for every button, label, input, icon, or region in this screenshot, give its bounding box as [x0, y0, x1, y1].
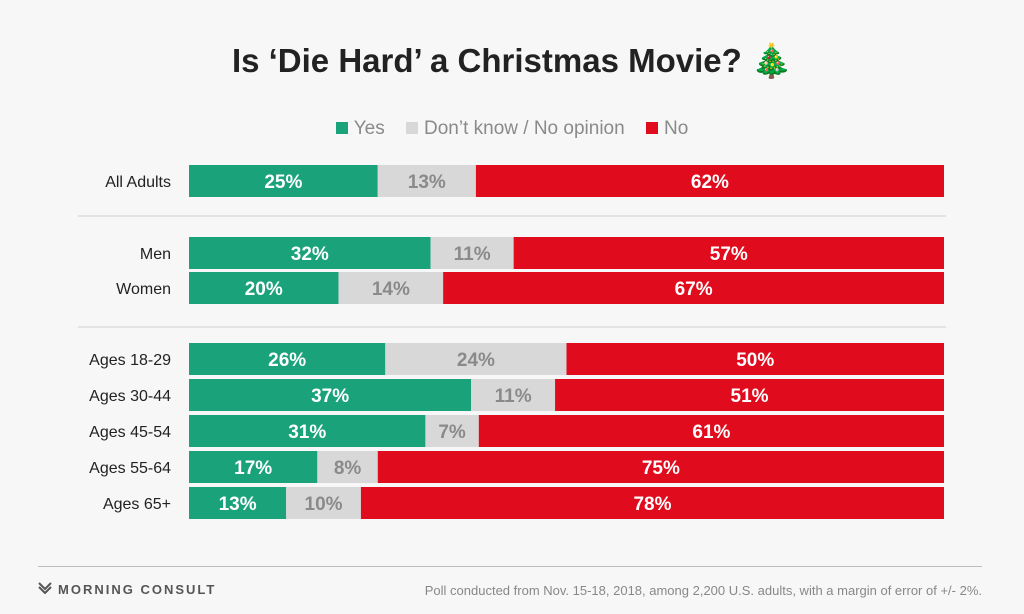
bar-yes-ages-30-44 [189, 379, 472, 411]
data-label-no-women: 67% [675, 279, 713, 300]
category-label-ages-30-44: Ages 30-44 [89, 388, 171, 405]
category-label-all-adults: All Adults [105, 174, 171, 191]
brand-name: MORNING CONSULT [58, 582, 217, 597]
legend-label-no: No [663, 118, 689, 139]
footer-divider [38, 566, 982, 567]
bar-yes-all-adults [189, 165, 378, 197]
data-label-no-men: 57% [710, 244, 748, 265]
data-label-yes-ages-30-44: 37% [311, 386, 349, 407]
bar-don-t-know-no-opinion-ages-65 [286, 487, 361, 519]
brand-logo: MORNING CONSULT [38, 582, 216, 597]
bar-yes-ages-65 [189, 487, 287, 519]
data-label-yes-ages-18-29: 26% [268, 350, 306, 371]
category-label-women: Women [116, 281, 171, 298]
category-label-ages-65: Ages 65+ [103, 496, 171, 513]
data-label-yes-ages-55-64: 17% [234, 458, 272, 479]
bar-no-all-adults [475, 165, 944, 197]
bar-no-ages-30-44 [555, 379, 944, 411]
bar-yes-men [189, 237, 431, 269]
data-label-don-t-know-no-opinion-women: 14% [372, 279, 410, 300]
bar-no-ages-65 [360, 487, 945, 519]
bar-don-t-know-no-opinion-ages-45-54 [425, 415, 479, 447]
category-label-ages-55-64: Ages 55-64 [89, 460, 171, 477]
category-label-men: Men [140, 246, 171, 263]
bar-don-t-know-no-opinion-ages-55-64 [317, 451, 378, 483]
data-label-don-t-know-no-opinion-ages-65: 10% [305, 494, 343, 515]
bar-no-women [443, 272, 944, 304]
legend-label-yes: Yes [353, 118, 385, 139]
bar-don-t-know-no-opinion-women [338, 272, 444, 304]
legend-swatch-yes [335, 122, 348, 134]
data-label-no-ages-55-64: 75% [642, 458, 680, 479]
data-label-no-ages-30-44: 51% [731, 386, 769, 407]
bar-no-ages-55-64 [377, 451, 944, 483]
data-label-no-ages-18-29: 50% [736, 350, 774, 371]
data-label-no-ages-45-54: 61% [692, 422, 730, 443]
data-label-don-t-know-no-opinion-ages-55-64: 8% [334, 458, 362, 479]
category-label-ages-45-54: Ages 45-54 [89, 424, 171, 441]
bar-yes-ages-45-54 [189, 415, 426, 447]
legend-item-yes: Yes [335, 118, 385, 140]
data-label-no-all-adults: 62% [691, 172, 729, 193]
data-label-yes-men: 32% [291, 244, 329, 265]
stacked-bar-chart: All Adults 25% 13% 62% Men 32% 11% 57% Women 20% 1… [78, 165, 946, 519]
data-label-no-ages-65: 78% [633, 494, 671, 515]
data-label-yes-all-adults: 25% [264, 172, 302, 193]
bar-yes-ages-18-29 [189, 343, 386, 375]
data-label-yes-ages-45-54: 31% [288, 422, 326, 443]
legend-item-dont-know: Don’t know / No opinion [406, 118, 625, 140]
legend-swatch-no [645, 122, 658, 134]
data-label-yes-women: 20% [245, 279, 283, 300]
bar-yes-ages-55-64 [189, 451, 318, 483]
legend-item-no: No [645, 118, 689, 140]
bar-don-t-know-no-opinion-ages-18-29 [385, 343, 567, 375]
morning-consult-logo-icon [38, 582, 52, 597]
chart-title: Is ‘Die Hard’ a Christmas Movie? 🎄 [231, 42, 793, 79]
bar-no-ages-45-54 [478, 415, 944, 447]
bar-don-t-know-no-opinion-ages-30-44 [471, 379, 556, 411]
bar-don-t-know-no-opinion-men [430, 237, 514, 269]
bar-don-t-know-no-opinion-all-adults [377, 165, 476, 197]
data-label-don-t-know-no-opinion-ages-45-54: 7% [438, 422, 466, 443]
legend-label-dont-know: Don’t know / No opinion [424, 118, 625, 139]
data-label-don-t-know-no-opinion-ages-18-29: 24% [457, 350, 495, 371]
bar-no-ages-18-29 [566, 343, 944, 375]
data-label-don-t-know-no-opinion-all-adults: 13% [408, 172, 446, 193]
bar-no-men [513, 237, 944, 269]
bar-yes-women [189, 272, 339, 304]
data-label-don-t-know-no-opinion-men: 11% [454, 244, 491, 265]
legend-swatch-dont-know [406, 122, 419, 134]
methodology-note: Poll conducted from Nov. 15-18, 2018, am… [424, 583, 982, 598]
data-label-yes-ages-65: 13% [219, 494, 257, 515]
category-label-ages-18-29: Ages 18-29 [89, 352, 171, 369]
legend: Yes Don’t know / No opinion No [0, 118, 1024, 140]
data-label-don-t-know-no-opinion-ages-30-44: 11% [495, 386, 532, 407]
